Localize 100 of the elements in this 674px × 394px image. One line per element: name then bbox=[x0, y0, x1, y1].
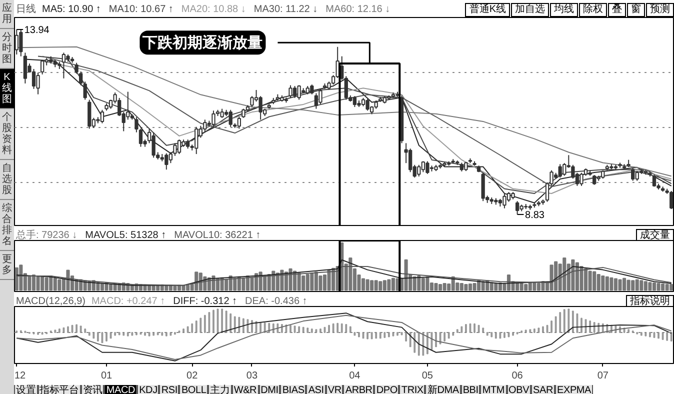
candlestick bbox=[36, 72, 40, 95]
bar bbox=[464, 284, 468, 291]
text: ASI bbox=[306, 385, 326, 394]
text: 自选股 bbox=[0, 160, 14, 200]
bar bbox=[370, 280, 374, 291]
candlestick bbox=[40, 59, 44, 75]
x-tick-label: 03 bbox=[246, 370, 258, 382]
candlestick bbox=[242, 108, 246, 118]
candlestick bbox=[481, 172, 485, 202]
bar bbox=[327, 270, 331, 291]
candlestick bbox=[318, 88, 322, 105]
candlestick bbox=[228, 109, 232, 128]
text: K线图 bbox=[0, 69, 14, 109]
text: 设置 bbox=[14, 385, 38, 394]
text: 个股资料 bbox=[0, 109, 14, 160]
text: MA60: 12.16 ↓ bbox=[326, 4, 390, 15]
candlestick bbox=[592, 174, 596, 186]
candlestick bbox=[88, 99, 92, 130]
bar bbox=[601, 275, 605, 291]
text: 分时图 bbox=[0, 29, 14, 69]
text: BIAS bbox=[280, 385, 306, 394]
candlestick bbox=[670, 190, 674, 210]
bar bbox=[366, 279, 370, 291]
candlestick bbox=[288, 84, 292, 98]
bar bbox=[297, 272, 301, 291]
bar bbox=[182, 285, 186, 291]
bar bbox=[644, 281, 648, 291]
bar bbox=[348, 257, 352, 291]
candlestick bbox=[426, 160, 430, 174]
text: 预测 bbox=[646, 2, 674, 16]
text: 更多 bbox=[0, 251, 14, 280]
text: 主力 bbox=[208, 385, 232, 394]
x-tick-label: 06 bbox=[512, 370, 524, 382]
bar bbox=[640, 280, 644, 291]
candlestick bbox=[126, 91, 130, 120]
candlestick bbox=[14, 29, 18, 55]
candlestick bbox=[292, 85, 297, 98]
bar bbox=[404, 259, 408, 291]
text: W&R bbox=[232, 385, 259, 394]
candlestick bbox=[220, 108, 224, 118]
bar bbox=[391, 278, 395, 291]
candlestick bbox=[558, 164, 562, 178]
bar bbox=[592, 271, 596, 291]
candlestick bbox=[23, 52, 28, 84]
bar bbox=[233, 278, 237, 291]
bar bbox=[242, 278, 246, 291]
text: MA20: 10.88 ↓ bbox=[181, 4, 246, 15]
text: DMI bbox=[258, 385, 280, 394]
text: DPO bbox=[374, 385, 400, 394]
bar bbox=[36, 276, 40, 291]
x-tick-label: 01 bbox=[100, 370, 113, 382]
text: OBV bbox=[506, 385, 532, 394]
annotation: 下跌初期逐渐放量 bbox=[142, 34, 263, 52]
bar bbox=[670, 284, 674, 291]
candlestick bbox=[173, 142, 177, 156]
text: MACD bbox=[104, 385, 138, 394]
annotation: 8.83 bbox=[525, 210, 545, 221]
candlestick bbox=[62, 52, 66, 79]
bar bbox=[571, 259, 575, 291]
bar bbox=[460, 283, 464, 291]
text: BOLL bbox=[179, 385, 208, 394]
candlestick bbox=[237, 116, 241, 130]
text: 加自选 bbox=[511, 2, 549, 16]
bar bbox=[434, 283, 438, 291]
annotation: 13.94 bbox=[24, 25, 50, 36]
bar bbox=[361, 278, 366, 291]
bar bbox=[66, 270, 70, 291]
text: MACD: +0.247 ↑ bbox=[91, 296, 166, 307]
bar bbox=[631, 280, 635, 291]
bar bbox=[263, 275, 267, 291]
text: MA10: 10.67 ↑ bbox=[108, 4, 174, 15]
bar bbox=[468, 283, 472, 291]
bar bbox=[656, 283, 660, 291]
bar bbox=[378, 281, 382, 291]
text: EXPMA bbox=[555, 385, 594, 394]
bar bbox=[44, 277, 48, 291]
bar bbox=[635, 279, 639, 291]
candlestick bbox=[32, 68, 36, 90]
text: SAR bbox=[531, 385, 556, 394]
candlestick bbox=[194, 126, 198, 155]
text: 新DMA bbox=[425, 385, 461, 394]
candlestick bbox=[212, 110, 216, 128]
bar bbox=[494, 283, 498, 291]
candlestick bbox=[177, 139, 182, 155]
text: 综合排名 bbox=[0, 200, 14, 251]
text: TRIX bbox=[399, 385, 426, 394]
text: 叠 bbox=[608, 2, 626, 16]
candlestick bbox=[635, 170, 639, 182]
bar bbox=[374, 280, 378, 291]
text: 指标说明 bbox=[626, 295, 674, 309]
text: 成交量 bbox=[636, 229, 674, 243]
candlestick bbox=[74, 62, 78, 74]
x-tick-label: 05 bbox=[422, 370, 434, 382]
bar bbox=[532, 282, 536, 291]
bar bbox=[314, 272, 318, 291]
text: 普通K线 bbox=[465, 2, 510, 16]
text: MTM bbox=[480, 385, 507, 394]
bar bbox=[605, 276, 609, 291]
text: 资讯 bbox=[80, 385, 104, 394]
candlestick bbox=[502, 193, 506, 209]
